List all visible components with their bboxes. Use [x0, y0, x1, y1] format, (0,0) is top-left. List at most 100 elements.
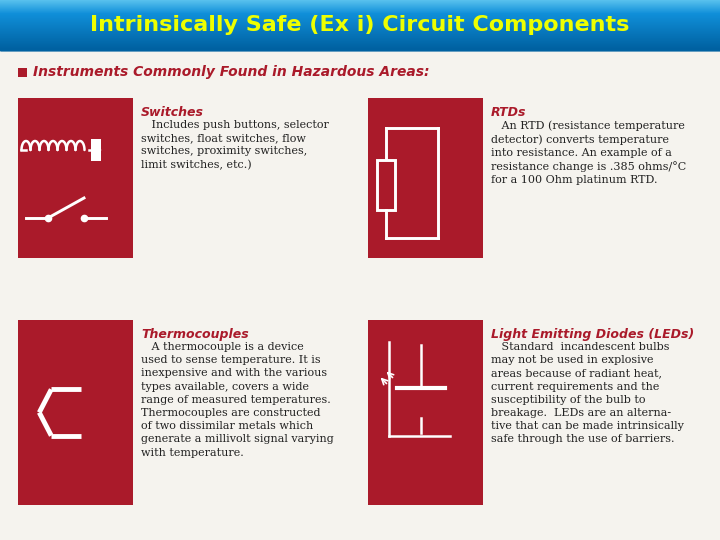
Bar	[0, 40, 720, 41]
Bar	[0, 31, 720, 32]
Bar	[0, 28, 720, 29]
Bar	[0, 45, 720, 46]
Bar	[0, 36, 720, 37]
Bar	[0, 19, 720, 21]
Bar	[0, 5, 720, 6]
Bar	[0, 19, 720, 20]
Bar	[0, 35, 720, 36]
Bar	[0, 44, 720, 45]
Bar	[0, 26, 720, 27]
Bar	[0, 40, 720, 42]
Bar	[0, 36, 720, 37]
Bar	[0, 36, 720, 37]
Bar	[0, 48, 720, 49]
Bar	[0, 49, 720, 50]
Bar	[0, 25, 720, 26]
Bar	[0, 37, 720, 38]
Bar	[0, 24, 720, 25]
Bar	[0, 21, 720, 22]
Bar	[0, 8, 720, 9]
Bar	[0, 10, 720, 11]
Bar	[0, 38, 720, 39]
Bar	[0, 26, 720, 28]
Bar	[0, 45, 720, 46]
Bar	[18, 320, 133, 505]
Bar	[0, 18, 720, 19]
Bar	[0, 32, 720, 33]
Bar	[0, 22, 720, 23]
Bar	[0, 17, 720, 18]
Bar	[0, 40, 720, 41]
Bar	[0, 3, 720, 4]
Bar	[0, 1, 720, 2]
Bar	[0, 28, 720, 29]
Bar	[0, 12, 720, 13]
Bar	[0, 18, 720, 19]
Bar	[0, 44, 720, 45]
Bar	[0, 15, 720, 16]
Bar	[0, 24, 720, 25]
Bar	[0, 11, 720, 12]
Text: Switches: Switches	[141, 106, 204, 119]
Bar	[0, 30, 720, 31]
Bar	[0, 45, 720, 46]
Bar	[0, 16, 720, 17]
Bar	[0, 38, 720, 39]
Bar	[0, 4, 720, 5]
Bar	[0, 42, 720, 43]
Bar	[0, 3, 720, 4]
Bar	[0, 3, 720, 4]
Bar	[0, 45, 720, 46]
Bar	[0, 11, 720, 12]
Bar	[0, 4, 720, 5]
Bar	[0, 16, 720, 17]
Bar	[0, 42, 720, 43]
Bar	[0, 24, 720, 25]
Bar	[0, 22, 720, 23]
Bar	[0, 21, 720, 22]
Bar	[0, 8, 720, 9]
Bar	[0, 46, 720, 47]
Bar	[18, 68, 27, 77]
Bar	[0, 14, 720, 15]
Bar	[0, 48, 720, 49]
Bar	[0, 39, 720, 40]
Bar	[0, 32, 720, 33]
Bar	[0, 7, 720, 8]
Bar	[0, 6, 720, 7]
Bar	[0, 9, 720, 10]
Bar	[0, 29, 720, 30]
Bar	[0, 40, 720, 41]
Bar	[0, 13, 720, 14]
Bar	[0, 38, 720, 39]
Bar	[0, 34, 720, 35]
Bar	[0, 10, 720, 11]
Bar	[0, 6, 720, 7]
Bar	[0, 33, 720, 34]
Bar	[368, 320, 483, 505]
Bar	[0, 27, 720, 28]
Bar	[0, 46, 720, 47]
Bar	[0, 44, 720, 45]
Text: Includes push buttons, selector
switches, float switches, flow
switches, proximi: Includes push buttons, selector switches…	[141, 120, 329, 170]
Bar	[0, 24, 720, 25]
Bar	[0, 6, 720, 7]
Bar	[0, 1, 720, 2]
Bar	[0, 23, 720, 24]
Text: Instruments Commonly Found in Hazardous Areas:: Instruments Commonly Found in Hazardous …	[33, 65, 430, 79]
Bar	[0, 23, 720, 24]
Bar	[0, 48, 720, 49]
Bar	[0, 19, 720, 20]
Bar	[0, 22, 720, 23]
Bar	[0, 33, 720, 35]
Text: Intrinsically Safe (Ex i) Circuit Components: Intrinsically Safe (Ex i) Circuit Compon…	[90, 15, 630, 35]
Bar	[0, 17, 720, 18]
Bar	[0, 28, 720, 29]
Bar	[0, 1, 720, 2]
Bar	[0, 3, 720, 4]
Bar	[0, 19, 720, 20]
Bar	[0, 17, 720, 18]
Bar	[0, 11, 720, 12]
Bar	[0, 14, 720, 15]
Text: An RTD (resistance temperature
detector) converts temperature
into resistance. A: An RTD (resistance temperature detector)…	[491, 120, 686, 185]
